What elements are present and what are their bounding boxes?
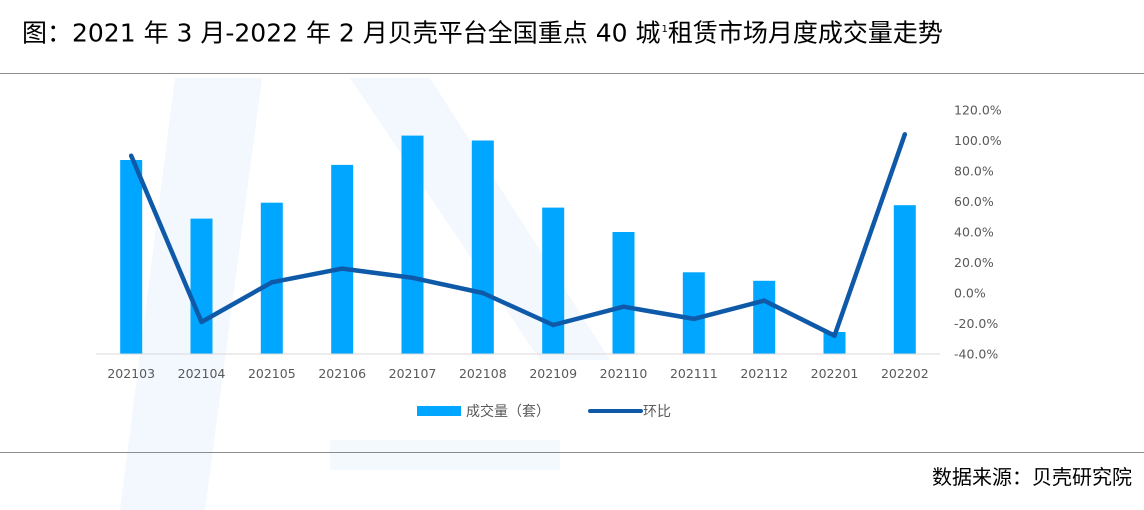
bars-layer <box>120 135 916 354</box>
y-tick-right: 120.0% <box>954 103 1002 118</box>
mom-line <box>128 132 908 338</box>
y-tick-right: 80.0% <box>954 164 994 179</box>
mom-point-202110 <box>621 304 626 309</box>
y-tick-right: 40.0% <box>954 225 994 240</box>
mom-point-202109 <box>551 322 556 328</box>
legend-label-mom: 环比 <box>643 404 671 420</box>
right-y-tick-labels: 120.0% 100.0% 80.0% 60.0% 40.0% 20.0% 0.0% -20.… <box>954 103 1002 362</box>
legend-swatch-bar <box>417 406 461 416</box>
bar-202112 <box>753 280 776 354</box>
x-tick-202112: 202112 <box>740 366 788 381</box>
bar-202107 <box>401 135 424 354</box>
y-tick-right: 0.0% <box>954 286 986 301</box>
x-tick-202106: 202106 <box>318 366 366 381</box>
bar-202109 <box>542 207 565 354</box>
x-tick-202201: 202201 <box>811 366 859 381</box>
mom-point-202202 <box>902 132 907 137</box>
x-tick-202107: 202107 <box>389 366 437 381</box>
x-tick-202105: 202105 <box>248 366 296 381</box>
bar-202110 <box>612 232 635 354</box>
title-main: 图：2021 年 3 月-2022 年 2 月贝壳平台全国重点 40 城 <box>22 18 661 48</box>
y-tick-right: -40.0% <box>954 347 998 362</box>
bar-202111 <box>682 272 705 354</box>
legend: 成交量（套） 环比 <box>417 403 671 420</box>
combo-chart: 202103 202104 202105 202106 202107 202108 2021… <box>96 103 1002 420</box>
bar-202106 <box>331 164 354 354</box>
bar-202105 <box>260 202 283 354</box>
mom-point-202106 <box>340 266 345 271</box>
y-tick-right: 100.0% <box>954 133 1002 148</box>
mom-point-202105 <box>269 280 274 285</box>
y-tick-right: 20.0% <box>954 255 994 270</box>
x-tick-202111: 202111 <box>670 366 718 381</box>
x-tick-labels: 202103 202104 202105 202106 202107 202108 2021… <box>107 366 928 381</box>
mom-point-202103 <box>129 153 134 158</box>
top-divider <box>0 73 1144 74</box>
bottom-divider <box>0 452 1144 453</box>
x-tick-202109: 202109 <box>529 366 577 381</box>
x-tick-202104: 202104 <box>178 366 226 381</box>
y-tick-right: 60.0% <box>954 194 994 209</box>
x-tick-202110: 202110 <box>600 366 648 381</box>
bar-202103 <box>120 160 143 354</box>
source-note: 数据来源：贝壳研究院 <box>932 465 1132 489</box>
mom-point-202107 <box>410 275 415 280</box>
x-tick-202108: 202108 <box>459 366 507 381</box>
bar-202201 <box>823 332 846 354</box>
x-tick-202103: 202103 <box>107 366 155 381</box>
page-title: 图：2021 年 3 月-2022 年 2 月贝壳平台全国重点 40 城1租赁市… <box>22 12 943 51</box>
mom-point-202111 <box>691 316 696 322</box>
mom-point-202104 <box>199 319 204 325</box>
legend-label-volume: 成交量（套） <box>466 403 550 420</box>
mom-point-202201 <box>832 333 837 338</box>
x-tick-202202: 202202 <box>881 366 929 381</box>
mom-point-202108 <box>480 290 485 296</box>
title-footnote-marker: 1 <box>661 24 668 35</box>
y-tick-right: -20.0% <box>954 316 998 331</box>
title-rest: 租赁市场月度成交量走势 <box>667 18 943 48</box>
bar-202202 <box>893 205 916 354</box>
mom-point-202112 <box>762 298 767 303</box>
bar-202108 <box>471 140 494 354</box>
bar-202104 <box>190 218 213 354</box>
line-layer <box>128 132 908 338</box>
